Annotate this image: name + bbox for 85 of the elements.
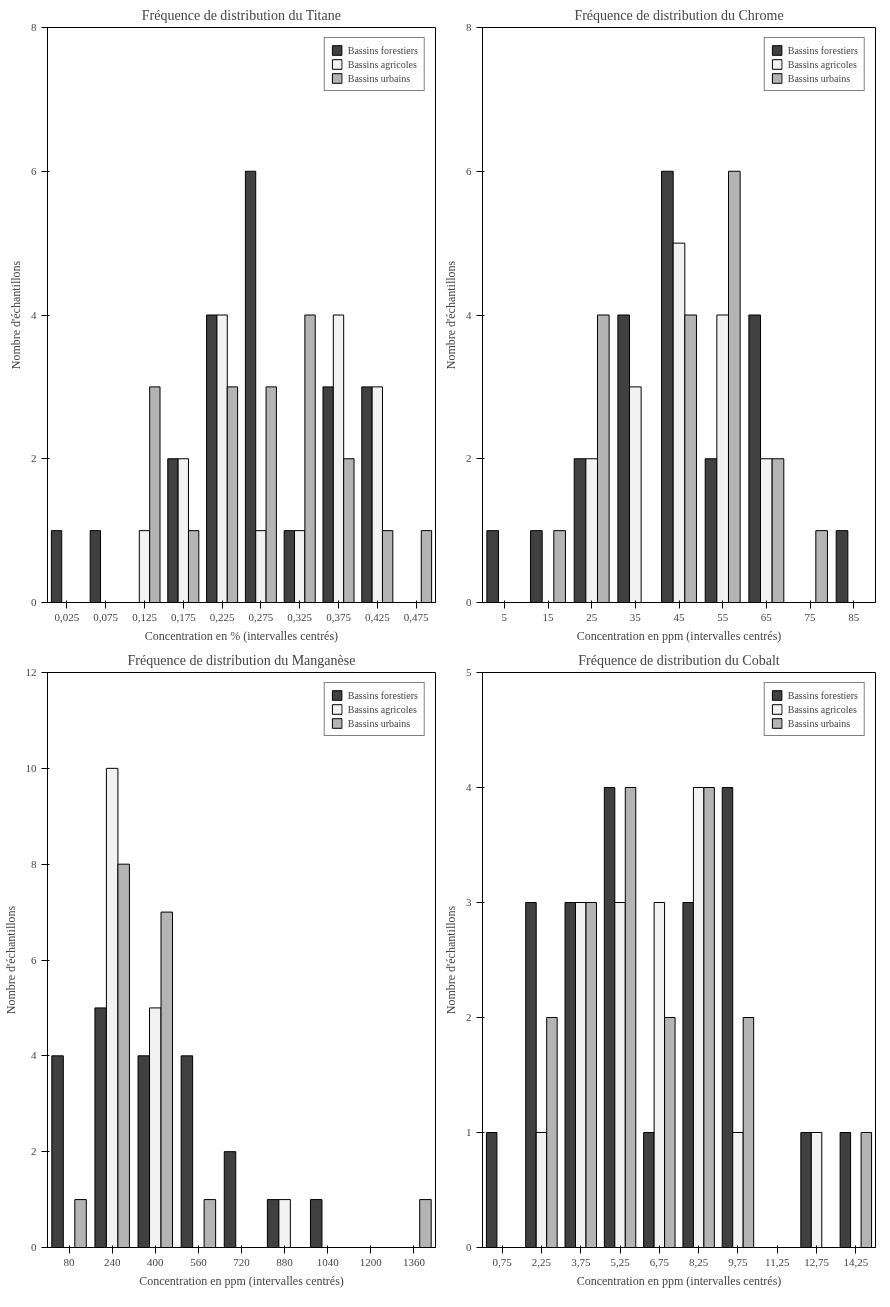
x-axis-title: Concentration en ppm (intervalles centrés) [139,1273,344,1288]
y-tick-label: 0 [466,1241,472,1253]
legend-label: Bassins agricoles [787,703,857,715]
x-tick-label: 65 [760,610,773,623]
x-tick-label: 11,25 [765,1255,790,1268]
x-tick-label: 8,25 [689,1255,709,1268]
y-tick-label: 6 [466,164,472,177]
legend-label: Bassins forestiers [347,689,418,701]
x-tick-label: 0,225 [209,610,235,623]
x-tick-label: 0,75 [492,1255,513,1268]
x-tick-label: 0,275 [248,610,274,623]
y-tick-label: 6 [31,953,37,966]
x-tick-label: 15 [542,610,554,623]
x-tick-label: 45 [673,610,685,623]
x-tick-label: 720 [233,1255,251,1268]
y-tick-label: 2 [466,452,472,465]
legend-label: Bassins agricoles [347,703,417,715]
x-tick-label: 9,75 [728,1255,749,1268]
legend-label: Bassins forestiers [787,44,858,56]
x-tick-label: 240 [103,1255,121,1268]
x-tick-label: 75 [804,610,816,623]
y-tick-label: 5 [466,666,472,678]
x-axis-title: Concentration en ppm (intervalles centrés) [576,628,782,643]
x-tick-label: 0,475 [403,610,429,623]
x-tick-label: 0,325 [287,610,313,623]
legend-label: Bassins urbains [347,72,411,84]
x-tick-label: 35 [629,610,642,623]
x-tick-label: 6,75 [649,1255,670,1268]
legend-label: Bassins agricoles [787,58,857,70]
legend-label: Bassins urbains [347,717,411,729]
x-axis-title: Concentration en ppm (intervalles centrés) [576,1273,782,1288]
x-tick-label: 2,25 [531,1255,552,1268]
chart-title: Fréquence de distribution du Cobalt [578,652,780,668]
y-tick-label: 2 [466,1011,472,1023]
legend-label: Bassins forestiers [787,689,858,701]
y-tick-label: 4 [31,1049,37,1062]
x-axis-title: Concentration en % (intervalles centrés) [144,628,339,643]
x-tick-label: 3,75 [571,1255,591,1268]
y-tick-label: 4 [31,308,37,321]
chart-title: Fréquence de distribution du Titane [141,7,341,23]
x-tick-label: 55 [717,610,729,623]
x-tick-label: 5,25 [610,1255,631,1268]
x-tick-label: 1360 [402,1255,426,1268]
x-tick-label: 25 [586,610,598,623]
y-tick-label: 8 [466,21,472,33]
x-tick-label: 5 [501,610,508,623]
y-tick-label: 2 [31,452,37,465]
y-tick-label: 0 [466,596,472,608]
y-tick-label: 0 [31,1241,37,1253]
y-tick-label: 8 [31,857,37,870]
x-tick-label: 0,175 [170,610,197,623]
chart-title: Fréquence de distribution du Manganèse [127,652,356,668]
y-tick-label: 4 [466,308,472,321]
y-tick-label: 4 [466,781,472,793]
x-tick-label: 0,025 [54,610,80,623]
y-tick-label: 8 [31,21,37,33]
y-tick-label: 12 [25,666,37,678]
y-axis-title: Nombre d'échantillons [3,905,18,1015]
legend-label: Bassins urbains [787,72,851,84]
legend-label: Bassins agricoles [347,58,417,70]
y-tick-label: 0 [31,596,37,608]
x-tick-label: 880 [276,1255,294,1268]
x-tick-label: 0,425 [364,610,391,623]
y-tick-label: 6 [31,164,37,177]
y-tick-label: 1 [466,1126,472,1138]
x-tick-label: 12,75 [804,1255,830,1268]
x-tick-label: 1200 [359,1255,383,1268]
x-tick-label: 1040 [316,1255,340,1268]
y-axis-title: Nombre d'échantillons [9,260,23,370]
x-tick-label: 0,125 [132,610,158,623]
x-tick-label: 14,25 [843,1255,869,1268]
x-tick-label: 400 [147,1255,165,1268]
y-tick-label: 10 [25,761,37,774]
y-axis-title: Nombre d'échantillons [444,260,458,370]
chart-title: Fréquence de distribution du Chrome [574,7,784,23]
y-tick-label: 3 [466,896,472,908]
x-tick-label: 0,375 [326,610,352,623]
y-tick-label: 2 [31,1145,37,1158]
x-tick-label: 80 [63,1255,76,1268]
x-tick-label: 85 [848,610,860,623]
legend-label: Bassins urbains [787,717,851,729]
y-axis-title: Nombre d'échantillons [444,905,458,1015]
x-tick-label: 0,075 [93,610,119,623]
x-tick-label: 560 [190,1255,208,1268]
legend-label: Bassins forestiers [347,44,418,56]
